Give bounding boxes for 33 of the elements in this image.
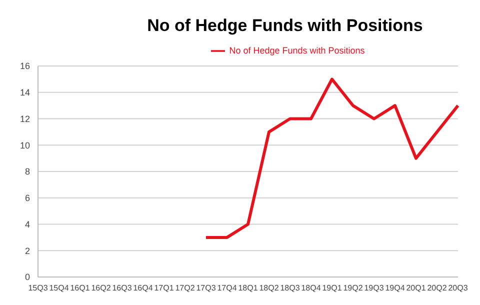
y-tick-label: 8 (24, 166, 30, 177)
x-tick-label: 19Q4 (385, 284, 406, 293)
x-tick-label: 16Q4 (133, 284, 154, 293)
x-tick-label: 16Q1 (70, 284, 90, 293)
x-tick-label: 17Q4 (217, 284, 238, 293)
y-tick-label: 0 (24, 272, 30, 282)
y-tick-label: 16 (20, 61, 30, 72)
x-tick-label: 17Q2 (175, 284, 196, 293)
legend-label: No of Hedge Funds with Positions (229, 45, 365, 56)
x-tick-label: 15Q3 (28, 284, 48, 293)
y-tick-label: 4 (24, 219, 30, 230)
x-tick-label: 19Q2 (343, 284, 364, 293)
x-tick-label: 18Q1 (238, 284, 258, 293)
x-tick-label: 18Q4 (301, 284, 322, 293)
x-tick-label: 19Q1 (322, 284, 342, 293)
x-tick-label: 18Q2 (259, 284, 280, 293)
x-tick-label: 15Q4 (49, 284, 70, 293)
x-tick-label: 20Q1 (406, 284, 426, 293)
x-tick-label: 20Q3 (448, 284, 468, 293)
x-tick-label: 16Q3 (112, 284, 132, 293)
x-tick-label: 17Q1 (154, 284, 174, 293)
y-tick-label: 14 (20, 88, 30, 98)
y-tick-label: 10 (20, 140, 30, 150)
x-tick-label: 16Q2 (91, 284, 112, 293)
y-tick-label: 6 (24, 193, 30, 204)
x-tick-label: 18Q3 (280, 284, 300, 293)
x-tick-label: 20Q2 (427, 284, 448, 293)
y-tick-label: 2 (24, 246, 30, 256)
line-series (204, 78, 460, 239)
x-tick-label: 19Q3 (364, 284, 384, 293)
y-tick-label: 12 (20, 114, 30, 124)
x-tick-label: 17Q3 (196, 284, 216, 293)
chart-title: No of Hedge Funds with Positions (146, 15, 424, 37)
